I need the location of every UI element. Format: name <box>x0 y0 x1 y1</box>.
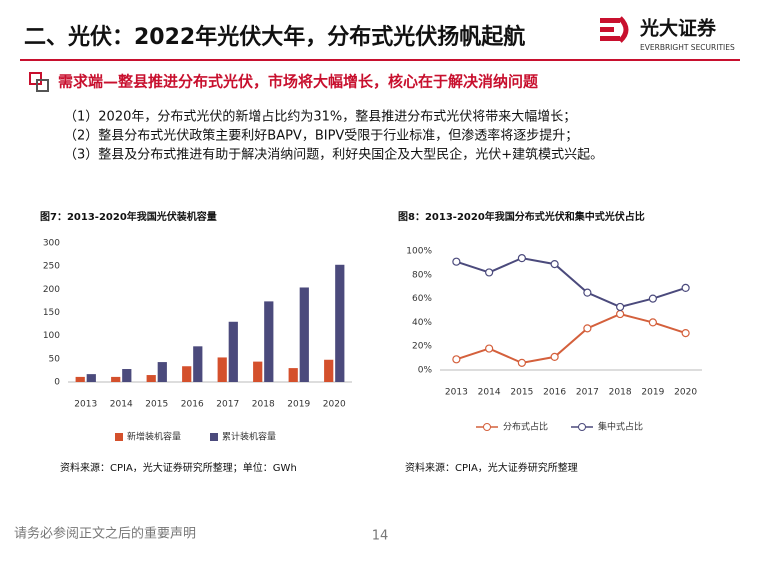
bar <box>122 369 132 382</box>
x-tick-label: 2020 <box>323 400 346 410</box>
marker <box>583 288 592 297</box>
x-tick-label: 2014 <box>110 400 133 410</box>
x-tick-label: 2018 <box>609 388 632 398</box>
marker <box>452 257 461 266</box>
marker <box>452 355 461 364</box>
x-tick-label: 2015 <box>510 388 533 398</box>
source-note: 资料来源：CPIA，光大证券研究所整理；单位：GWh <box>60 461 297 474</box>
x-tick-label: 2016 <box>543 388 566 398</box>
legend-label: 集中式占比 <box>598 421 643 433</box>
logo-sub: EVERBRIGHT SECURITIES <box>640 43 735 52</box>
x-tick-label: 2019 <box>641 388 664 398</box>
marker <box>485 344 494 353</box>
x-tick-label: 2013 <box>74 400 97 410</box>
marker <box>517 358 526 367</box>
bar <box>253 361 263 382</box>
bar <box>217 357 227 382</box>
y-tick-label: 0 <box>54 378 60 388</box>
y-tick-label: 40% <box>412 318 432 328</box>
x-tick-label: 2017 <box>576 388 599 398</box>
y-tick-label: 250 <box>43 262 60 272</box>
legend-swatch <box>578 423 586 431</box>
x-tick-label: 2018 <box>252 400 275 410</box>
x-tick-label: 2013 <box>445 388 468 398</box>
sub-icon <box>29 72 49 92</box>
x-tick-label: 2020 <box>674 388 697 398</box>
legend-label: 新增装机容量 <box>127 431 181 443</box>
bar <box>228 321 238 382</box>
marker <box>681 283 690 292</box>
legend-swatch <box>210 433 218 441</box>
x-tick-label: 2019 <box>287 400 310 410</box>
bar <box>335 264 345 382</box>
subheading: 需求端—整县推进分布式光伏，市场将大幅增长，核心在于解决消纳问题 <box>58 73 539 91</box>
y-tick-label: 50 <box>49 354 61 364</box>
y-tick-label: 100 <box>43 331 60 341</box>
y-tick-label: 100% <box>406 247 432 257</box>
page-number: 14 <box>372 529 389 544</box>
x-tick-label: 2016 <box>181 400 204 410</box>
marker <box>616 302 625 312</box>
bullet: （3）整县及分布式推进有助于解决消纳问题，利好央国企及大型民企，光伏+建筑模式兴… <box>64 147 603 163</box>
marker <box>550 352 559 362</box>
marker <box>517 254 526 263</box>
line <box>456 257 686 308</box>
bar <box>146 375 156 382</box>
bullet: （1）2020年，分布式光伏的新增占比约为31%，整县推进分布式光伏将带来大幅增… <box>64 109 576 125</box>
chart-title: 图7：2013-2020年我国光伏装机容量 <box>40 210 217 223</box>
marker <box>485 268 494 277</box>
marker <box>648 318 657 327</box>
chart-title: 图8：2013-2020年我国分布式光伏和集中式光伏占比 <box>398 210 645 223</box>
bar <box>182 366 192 382</box>
bar <box>299 287 309 382</box>
x-tick-label: 2017 <box>216 400 239 410</box>
source-note: 资料来源：CPIA，光大证券研究所整理 <box>405 461 578 474</box>
disclaimer: 请务必参阅正文之后的重要声明 <box>14 526 196 542</box>
x-tick-label: 2014 <box>478 388 501 398</box>
y-tick-label: 60% <box>412 294 432 304</box>
bullet: （2）整县分布式光伏政策主要利好BAPV，BIPV受限于行业标准，但渗透率将逐步… <box>64 128 578 144</box>
bar <box>86 374 96 382</box>
y-tick-label: 80% <box>412 270 432 280</box>
bar <box>193 346 203 382</box>
y-tick-label: 150 <box>43 308 60 318</box>
bar <box>264 301 274 382</box>
legend-swatch <box>483 423 491 431</box>
bar <box>75 376 85 382</box>
marker <box>648 294 657 303</box>
slide-title: 二、光伏：2022年光伏大年，分布式光伏扬帆起航 <box>24 24 525 50</box>
marker <box>583 324 592 333</box>
x-tick-label: 2015 <box>145 400 168 410</box>
marker <box>616 309 625 319</box>
bar <box>111 376 121 382</box>
y-tick-label: 300 <box>43 239 60 249</box>
legend-label: 累计装机容量 <box>222 431 276 443</box>
bar <box>324 359 334 382</box>
y-tick-label: 20% <box>412 342 432 352</box>
y-tick-label: 0% <box>418 366 433 376</box>
legend-swatch <box>115 433 123 441</box>
y-tick-label: 200 <box>43 285 60 295</box>
marker <box>681 329 690 338</box>
bar <box>288 368 298 382</box>
legend-label: 分布式占比 <box>503 421 548 433</box>
bar <box>157 362 167 382</box>
logo-name: 光大证券 <box>639 17 717 40</box>
line <box>456 313 686 364</box>
marker <box>550 259 559 269</box>
logo-icon <box>600 16 629 43</box>
